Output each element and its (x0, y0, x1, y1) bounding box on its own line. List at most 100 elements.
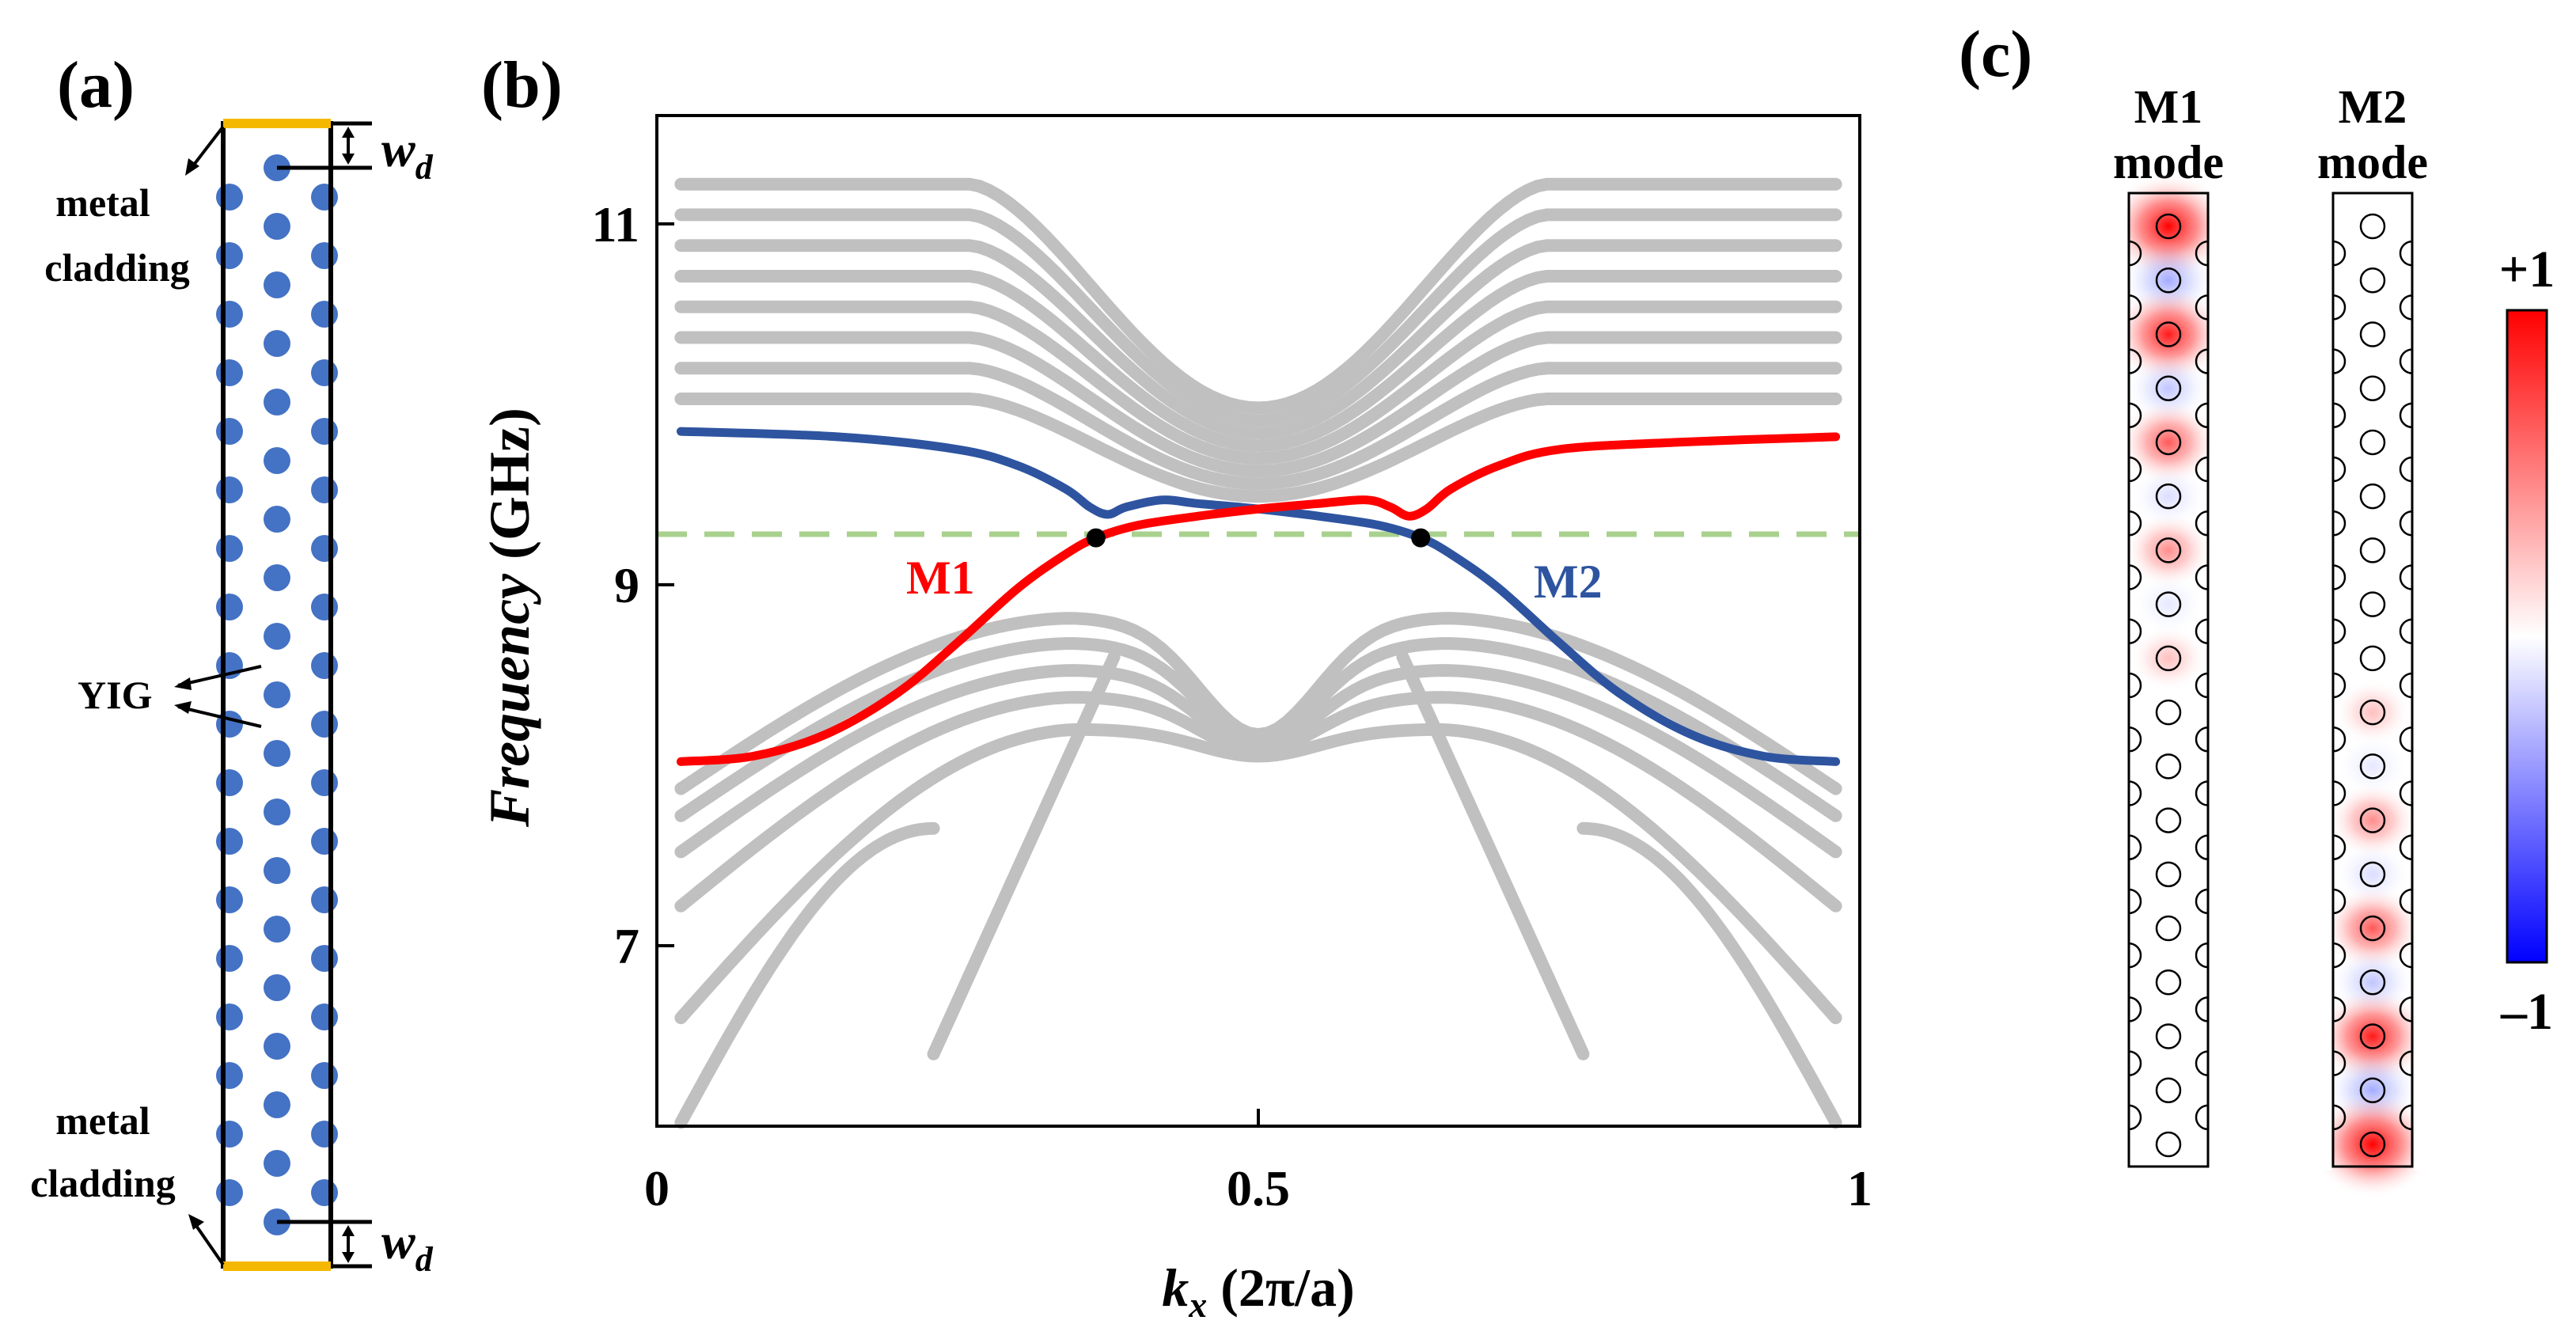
rod-outline (2359, 375, 2386, 401)
colorbar-max-label: +1 (2499, 241, 2555, 298)
field-intensity-spot (2309, 1091, 2436, 1198)
wd-top-arrowhead-down (342, 154, 355, 165)
yig-rod-edge (216, 476, 243, 503)
rod-outline-edge (2128, 726, 2142, 753)
rod-outline-edge (2195, 942, 2209, 969)
rod-outline (2155, 267, 2182, 294)
y-axis-ticks: 7 9 11 (592, 196, 674, 974)
rod-outline-edge (2195, 240, 2209, 267)
rod-outline (2359, 807, 2386, 833)
yig-rod-edge (311, 359, 338, 386)
mask-left (2058, 189, 2127, 1170)
rod-outline-edge (2195, 834, 2209, 860)
panel-c-label: (c) (1959, 17, 2032, 91)
rod-outline (2155, 537, 2182, 563)
m2-mode-title-1: M2 (2339, 81, 2407, 133)
rod-outline-edge (2128, 294, 2142, 321)
yig-rod (264, 213, 290, 240)
rod-outline-edge (2399, 564, 2413, 590)
rod-outline-edge (2128, 780, 2142, 806)
y-axis-title: Frequency (GHz) (478, 408, 541, 828)
rod-outline-edge (2399, 618, 2413, 645)
yig-rod-lattice (216, 154, 338, 1235)
rod-outline-edge (2332, 1104, 2346, 1131)
wd-bottom-label: wd (381, 1213, 434, 1279)
yig-rod-edge (311, 1003, 338, 1030)
yig-rod (264, 1091, 290, 1118)
rod-outline-edge (2399, 456, 2413, 483)
yig-rod (264, 623, 290, 650)
bulk-band-upper (674, 208, 1842, 427)
bulk-band-upper (674, 393, 1842, 503)
colorbar-min-label: –1 (2500, 983, 2553, 1041)
panel-c-mode-profiles: (c) M1 mode M2 mode +1 –1 (1959, 17, 2555, 1198)
bulk-band-lower (674, 612, 1842, 795)
rod-outline-edge (2195, 888, 2209, 915)
field-intensity-spot (2322, 885, 2423, 972)
rod-outline (2155, 969, 2182, 996)
rod-outline (2155, 429, 2182, 456)
rod-outline (2155, 321, 2182, 347)
yig-rod-edge (216, 301, 243, 328)
rod-outline-edge (2332, 888, 2346, 915)
yig-rod-edge (216, 711, 243, 738)
bulk-bands (674, 177, 1842, 1129)
wd-bottom-arrowhead-down (342, 1252, 355, 1263)
bulk-band-upper (674, 239, 1842, 440)
rod-outline-edge (2332, 348, 2346, 374)
rod-outline (2359, 915, 2386, 942)
plot-frame (655, 114, 1861, 1128)
yig-rod-edge (216, 769, 243, 796)
yig-rod-edge (216, 1062, 243, 1089)
yig-rod (264, 330, 290, 357)
rod-outline-edge (2399, 672, 2413, 699)
yig-rod-edge (311, 594, 338, 620)
rod-outline (2155, 753, 2182, 780)
rod-outline (2155, 699, 2182, 726)
rod-outline (2359, 483, 2386, 510)
rod-outline-edge (2399, 942, 2413, 969)
profile-frame (2127, 192, 2210, 1168)
yig-rod-edge (216, 359, 243, 386)
field-intensity-spot (2132, 573, 2205, 635)
rod-outline-edge (2195, 456, 2209, 483)
rod-outline-edge (2399, 780, 2413, 806)
rod-outline (2155, 483, 2182, 510)
mask-left (2262, 189, 2331, 1170)
m2-series-label: M2 (1534, 556, 1603, 608)
rod-outline-edge (2195, 294, 2209, 321)
rod-outline (2359, 213, 2386, 240)
yig-rod-edge (311, 711, 338, 738)
rod-outline (2359, 1023, 2386, 1049)
rod-outline-edge (2332, 780, 2346, 806)
colorbar (2506, 309, 2548, 964)
field-intensity-spot (2118, 399, 2219, 486)
yig-rod-edge (311, 418, 338, 445)
yig-arrow-2-head (174, 701, 192, 714)
yig-rod-edge (216, 535, 243, 562)
yig-rod (264, 1150, 290, 1177)
rod-outline-edge (2332, 240, 2346, 267)
rod-outline-edge (2399, 510, 2413, 537)
rod-outline-edge (2399, 1050, 2413, 1076)
metal-bottom-arrow (193, 1222, 225, 1266)
yig-rod (264, 447, 290, 474)
bulk-band-upper (674, 362, 1842, 491)
rod-outline-edge (2332, 996, 2346, 1022)
m1-mode-title-1: M1 (2134, 81, 2203, 133)
rod-outline-edge (2195, 510, 2209, 537)
yig-rod (264, 740, 290, 767)
bulk-band-lower (674, 821, 1842, 1129)
wd-top-label: wd (381, 121, 434, 187)
rod-outline-edge (2128, 888, 2142, 915)
panel-a-waveguide-schematic: (a) wd wd metal cladding metal cladding … (30, 48, 433, 1279)
bulk-band-upper (674, 331, 1842, 478)
field-intensity-spot (2333, 679, 2412, 746)
yig-arrow-2-line (177, 705, 262, 728)
x-tick-label: 0.5 (1227, 1160, 1290, 1216)
rod-outline (2155, 1077, 2182, 1104)
rod-outline (2155, 1023, 2182, 1049)
metal-top-arrowhead (185, 158, 199, 176)
rod-outline-edge (2399, 240, 2413, 267)
